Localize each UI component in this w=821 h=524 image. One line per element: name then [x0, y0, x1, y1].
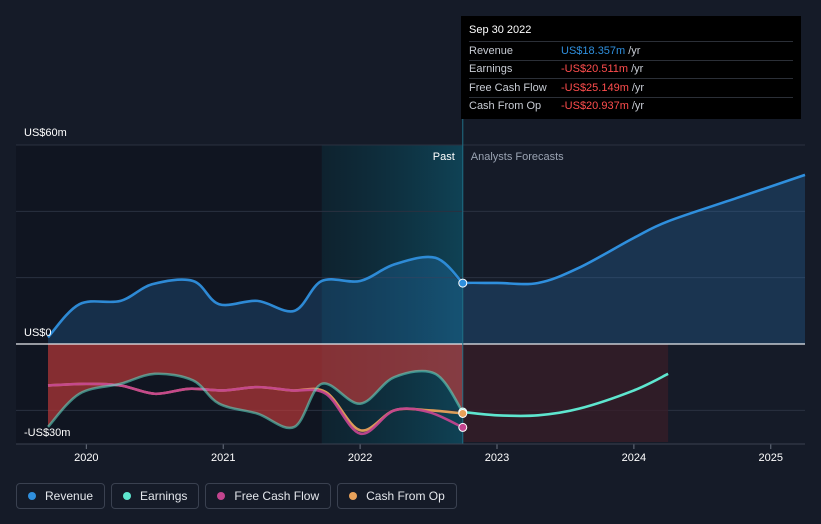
tooltip-label: Cash From Op — [469, 100, 542, 113]
tooltip-label: Free Cash Flow — [469, 81, 547, 94]
legend-label: Earnings — [140, 489, 188, 503]
tooltip-row-earnings: Earnings -US$20.511m /yr — [469, 59, 793, 79]
tooltip-row-cash-from-op: Cash From Op -US$20.937m /yr — [469, 96, 793, 116]
earnings-line-forecast — [462, 372, 669, 418]
legend-item-cash-from-op[interactable]: Cash From Op — [337, 483, 457, 509]
tooltip-value: -US$20.511m — [561, 63, 629, 76]
legend-label: Free Cash Flow — [234, 489, 320, 503]
x-tick-label: 2025 — [759, 452, 783, 464]
cash-from-op-marker — [458, 408, 468, 418]
legend-dot-icon — [217, 492, 226, 500]
revenue-marker — [458, 278, 468, 288]
tooltip-label: Revenue — [469, 44, 514, 57]
revenue-line-past — [47, 255, 464, 339]
earnings-area-forecast-bg — [462, 344, 669, 442]
revenue-area-fill — [48, 174, 805, 344]
x-tick-label: 2023 — [485, 452, 509, 464]
chart-legend: Revenue Earnings Free Cash Flow Cash Fro… — [16, 483, 457, 509]
legend-dot-icon — [349, 492, 358, 500]
tooltip-label: Earnings — [469, 63, 513, 76]
y-tick-label: US$60m — [24, 127, 67, 139]
legend-dot-icon — [28, 492, 36, 500]
past-label: Past — [433, 151, 455, 163]
tooltip-value: -US$20.937m — [561, 100, 629, 113]
tooltip-unit: /yr — [631, 63, 644, 76]
free-cash-flow-line-past — [47, 382, 464, 435]
free-cash-flow-marker — [458, 422, 468, 432]
legend-item-revenue[interactable]: Revenue — [16, 483, 106, 509]
y-tick-label: US$0 — [24, 327, 52, 339]
legend-dot-icon — [123, 492, 132, 500]
tooltip-unit: /yr — [628, 44, 641, 57]
legend-label: Cash From Op — [366, 489, 445, 503]
legend-item-free-cash-flow[interactable]: Free Cash Flow — [205, 483, 332, 509]
x-tick-label: 2024 — [622, 452, 646, 464]
earnings-line-past — [47, 369, 464, 430]
legend-item-earnings[interactable]: Earnings — [111, 483, 200, 509]
data-tooltip: Sep 30 2022 Revenue US$18.357m /yr Earni… — [461, 16, 801, 119]
legend-label: Revenue — [45, 489, 94, 503]
x-tick-label: 2020 — [74, 452, 98, 464]
y-tick-label: -US$30m — [24, 427, 70, 439]
x-tick-label: 2022 — [348, 452, 372, 464]
x-tick-label: 2021 — [211, 452, 235, 464]
revenue-line-forecast — [462, 173, 806, 286]
tooltip-unit: /yr — [631, 100, 645, 113]
tooltip-value: US$18.357m — [561, 44, 626, 57]
tooltip-row-free-cash-flow: Free Cash Flow -US$25.149m /yr — [469, 78, 793, 97]
tooltip-row-revenue: Revenue US$18.357m /yr — [469, 41, 793, 60]
tooltip-value: -US$25.149m — [561, 81, 629, 94]
forecast-label: Analysts Forecasts — [471, 151, 564, 163]
tooltip-date: Sep 30 2022 — [469, 24, 532, 36]
tooltip-unit: /yr — [631, 81, 645, 94]
